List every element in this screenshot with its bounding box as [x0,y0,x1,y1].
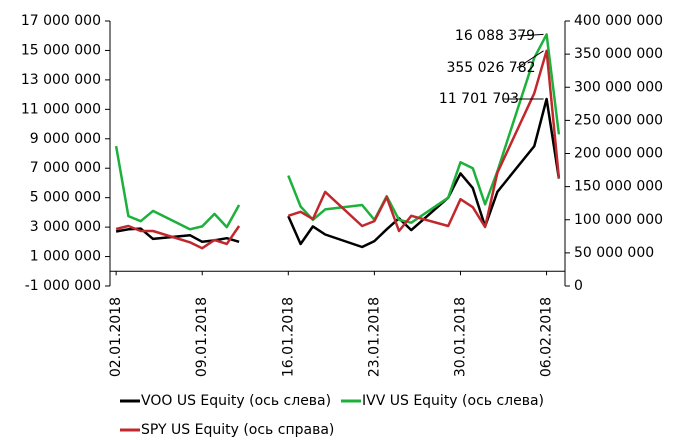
y-tick-label: 13 000 000 [21,72,101,88]
y-tick-label: 5 000 000 [30,190,101,206]
y2-tick-label: 350 000 000 [574,46,663,62]
x-tick-label: 02.01.2018 [108,297,124,377]
y-tick-label: 3 000 000 [30,219,101,235]
data-label: 11 701 703 [439,91,519,107]
y2-tick-label: 50 000 000 [574,245,654,261]
data-label: 16 088 379 [455,28,535,44]
y-tick-label: -1 000 000 [25,278,101,294]
legend-label: IVV US Equity (ось слева) [362,393,544,409]
legend-label: VOO US Equity (ось слева) [141,393,331,409]
y-tick-label: 7 000 000 [30,160,101,176]
y2-tick-label: 100 000 000 [574,212,663,228]
y-tick-label: 15 000 000 [21,42,101,58]
leader-line [516,50,544,69]
y-tick-label: 17 000 000 [21,13,101,29]
y-tick-label: 9 000 000 [30,131,101,147]
y2-tick-label: 150 000 000 [574,179,663,195]
y2-tick-label: 0 [574,278,583,294]
y2-tick-label: 200 000 000 [574,146,663,162]
y-tick-label: 11 000 000 [21,101,101,117]
y2-tick-label: 250 000 000 [574,112,663,128]
data-label: 355 026 782 [446,60,535,76]
x-tick-label: 09.01.2018 [194,297,210,377]
series-line [115,49,561,250]
x-tick-label: 30.01.2018 [452,297,468,377]
x-tick-label: 06.02.2018 [539,297,555,377]
series-line [115,97,561,249]
y-tick-label: 1 000 000 [30,249,101,265]
leader-line [517,33,544,37]
y2-tick-label: 400 000 000 [574,13,663,29]
series-line [114,33,561,231]
y2-tick-label: 300 000 000 [574,79,663,95]
legend-label: SPY US Equity (ось справа) [141,422,334,438]
x-tick-label: 23.01.2018 [366,297,382,377]
x-tick-label: 16.01.2018 [280,297,296,377]
